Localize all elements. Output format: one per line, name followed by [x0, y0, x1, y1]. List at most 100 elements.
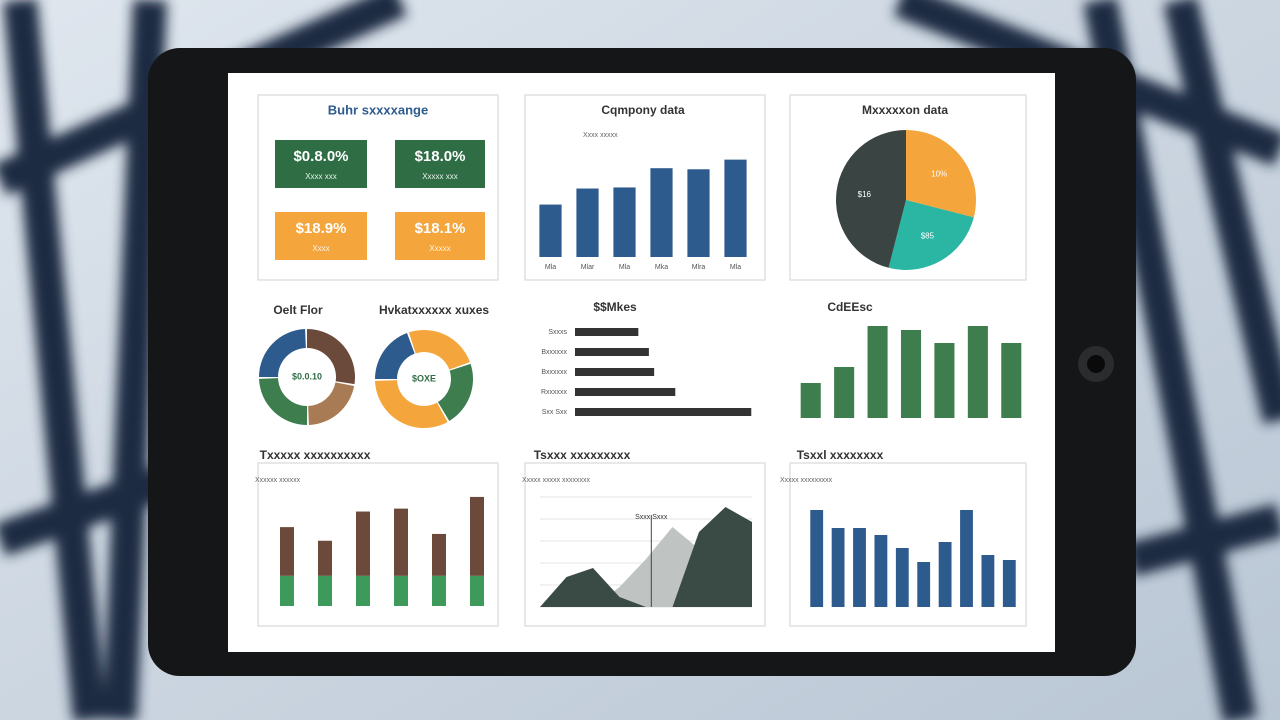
bar — [917, 562, 931, 607]
pie-slice — [888, 200, 974, 270]
kpi-value: $0.8.0% — [293, 148, 348, 165]
kpi-label: Xxxx xxx — [305, 172, 337, 181]
bar — [575, 328, 639, 336]
y-tick-label: Bxxxxxx — [541, 369, 567, 376]
chart-title: Hvkatxxxxxx xuxes — [379, 303, 489, 317]
bar — [834, 367, 855, 418]
donut-segment — [437, 363, 473, 421]
x-tick-label: Mka — [655, 264, 668, 271]
chart-title: Cqmpony data — [601, 103, 685, 117]
chart-subtitle: Xxxxxx xxxxxx — [255, 477, 301, 484]
kpi-tile — [275, 140, 367, 188]
y-tick-label: Sxx Sxx — [542, 409, 568, 416]
bar-segment — [318, 575, 332, 606]
bar — [576, 188, 599, 257]
bar-segment — [394, 575, 408, 606]
kpi-value: $18.1% — [415, 220, 466, 237]
panel — [524, 462, 766, 627]
bar — [938, 542, 952, 607]
bar — [575, 408, 752, 416]
bar — [831, 528, 845, 607]
donut-segment — [259, 329, 306, 377]
pie-slice — [836, 130, 906, 268]
kpi-label: Xxxx — [312, 244, 329, 253]
bar — [800, 383, 821, 418]
bar — [853, 528, 866, 607]
y-tick-label: Rxxxxxx — [541, 389, 568, 396]
bar-segment — [318, 540, 332, 576]
bar-segment — [280, 575, 294, 606]
bar-segment — [394, 508, 408, 576]
kpi-value: $18.0% — [415, 148, 466, 165]
y-tick-label: Sxxxs — [548, 329, 567, 336]
bar-segment — [356, 575, 370, 606]
x-tick-label: Mlar — [581, 264, 595, 271]
bar-segment — [356, 511, 370, 576]
bar-segment — [280, 527, 294, 576]
bar — [1002, 560, 1016, 607]
x-tick-label: Mlra — [692, 264, 706, 271]
chart-title: Tsxxl xxxxxxxx — [797, 448, 884, 462]
kpi-tile — [275, 212, 367, 260]
kpi-tile — [395, 140, 485, 188]
annotation: Sxxx Sxxx — [635, 514, 668, 521]
bar — [687, 169, 710, 257]
bar-segment — [432, 575, 446, 606]
panel — [257, 94, 499, 281]
kpi-value: $18.9% — [296, 220, 347, 237]
donut-center-label: $0.0.10 — [292, 371, 322, 381]
panel — [789, 462, 1027, 627]
chart-title: $$Mkes — [593, 300, 637, 314]
pie-slice — [906, 130, 977, 218]
chart-subtitle: Xxxxx xxxxx xxxxxxxx — [522, 477, 591, 484]
bar-segment — [470, 575, 484, 606]
bar — [575, 348, 649, 356]
donut-segment — [408, 329, 470, 370]
bar — [724, 159, 747, 257]
chart-subtitle: Xxxx xxxxx — [583, 132, 618, 139]
bar — [900, 330, 922, 418]
bar — [575, 368, 655, 376]
y-tick-label: Bxxxxxx — [541, 349, 567, 356]
bar — [575, 388, 676, 396]
bar — [967, 326, 988, 418]
bar — [934, 343, 955, 418]
bar — [981, 555, 995, 607]
slice-label: $16 — [858, 190, 872, 199]
bar — [1001, 343, 1022, 418]
panel — [257, 462, 499, 627]
bar — [650, 168, 673, 257]
donut-segment — [375, 333, 415, 379]
area — [540, 507, 752, 607]
kpi-tile — [395, 212, 485, 260]
chart-subtitle: Xxxxx xxxxxxxxx — [780, 477, 833, 484]
donut-segment — [375, 380, 448, 428]
panel — [524, 94, 766, 281]
chart-title: Txxxxx xxxxxxxxxx — [260, 448, 371, 462]
kpi-tiles: $0.8.0% Xxxx xxx $18.0% Xxxxx xxx $18.9%… — [275, 140, 485, 260]
x-tick-label: Mla — [619, 264, 630, 271]
panel — [789, 94, 1027, 281]
chart-title: CdEEsc — [827, 300, 873, 314]
x-tick-label: Mla — [730, 264, 741, 271]
bar — [867, 326, 888, 418]
donut-center-label: $OXE — [412, 373, 436, 383]
chart-title: Tsxxx xxxxxxxxx — [534, 448, 631, 462]
camera-lens — [1087, 355, 1105, 373]
kpi-label: Xxxxx xxx — [422, 172, 458, 181]
donut-segment — [307, 329, 355, 385]
donut-segment — [308, 382, 355, 425]
donut-segment — [259, 378, 307, 425]
bar — [874, 535, 888, 607]
bar-segment — [432, 533, 446, 576]
bar — [613, 187, 636, 257]
chart-title: Mxxxxxon data — [862, 103, 948, 117]
bar — [810, 510, 824, 607]
kpi-label: Xxxxx — [429, 244, 450, 253]
kpi-title: Buhr sxxxxange — [328, 102, 428, 117]
bar — [960, 510, 973, 607]
x-tick-label: Mla — [545, 264, 556, 271]
bar-segment — [470, 496, 484, 576]
